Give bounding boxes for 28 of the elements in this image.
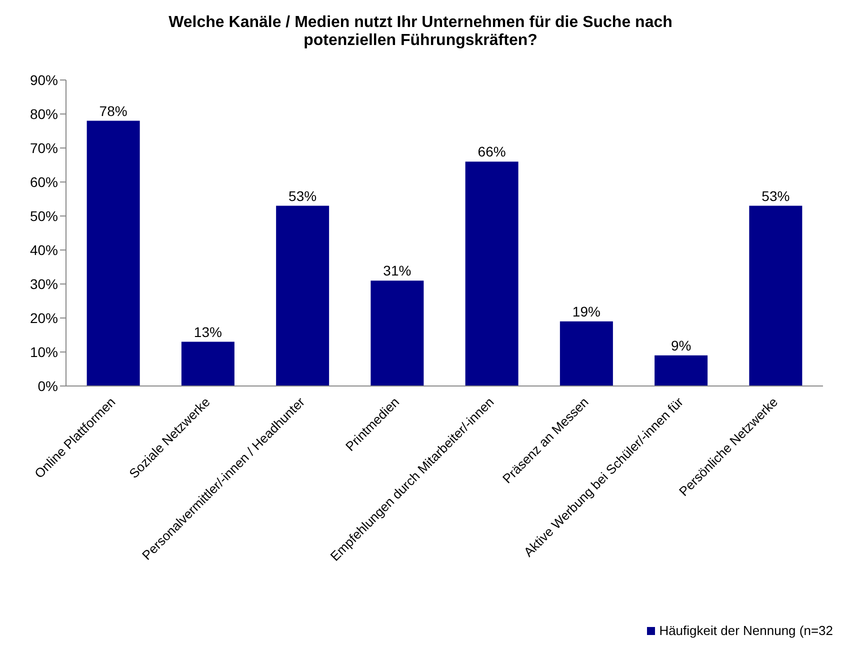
- y-tick-label: 70%: [30, 140, 58, 156]
- y-tick-label: 80%: [30, 106, 58, 122]
- data-label: 78%: [99, 102, 128, 119]
- data-label: 13%: [194, 324, 222, 340]
- bar: [181, 342, 234, 386]
- y-tick-label: 20%: [30, 310, 58, 326]
- data-label: 31%: [383, 262, 412, 279]
- y-tick-label: 30%: [30, 276, 58, 292]
- chart-title: Welche Kanäle / Medien nutzt Ihr Unternehmen für die Suche nach potenziellen Führungskräften?: [168, 13, 674, 51]
- bar: [560, 321, 613, 386]
- y-tick-label: 60%: [30, 174, 58, 190]
- data-label: 9%: [670, 337, 692, 354]
- bar: [86, 120, 140, 386]
- y-tick-label: 50%: [30, 208, 58, 224]
- data-label: 66%: [478, 144, 506, 160]
- bar: [654, 355, 708, 386]
- data-label: 19%: [572, 303, 600, 320]
- bar: [370, 280, 424, 386]
- data-label: 53%: [288, 188, 317, 204]
- bar: [465, 162, 518, 386]
- y-tick-label: 0%: [38, 378, 58, 394]
- legend-label: Häufigkeit der Nennung (n=32: [658, 623, 833, 638]
- y-tick-label: 10%: [30, 344, 58, 360]
- bar: [749, 206, 802, 386]
- y-tick-label: 40%: [30, 242, 58, 258]
- data-label: 53%: [762, 188, 790, 204]
- bar: [276, 206, 330, 386]
- y-tick-label: 90%: [30, 72, 58, 88]
